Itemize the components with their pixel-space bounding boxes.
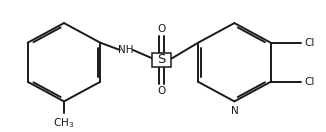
Text: O: O	[157, 86, 166, 96]
Text: NH: NH	[118, 45, 133, 55]
Text: N: N	[230, 106, 238, 116]
Text: O: O	[157, 24, 166, 34]
FancyBboxPatch shape	[152, 53, 171, 67]
Text: Cl: Cl	[305, 38, 315, 48]
Text: CH$_3$: CH$_3$	[53, 116, 75, 130]
Text: Cl: Cl	[305, 77, 315, 87]
Text: S: S	[157, 53, 166, 66]
